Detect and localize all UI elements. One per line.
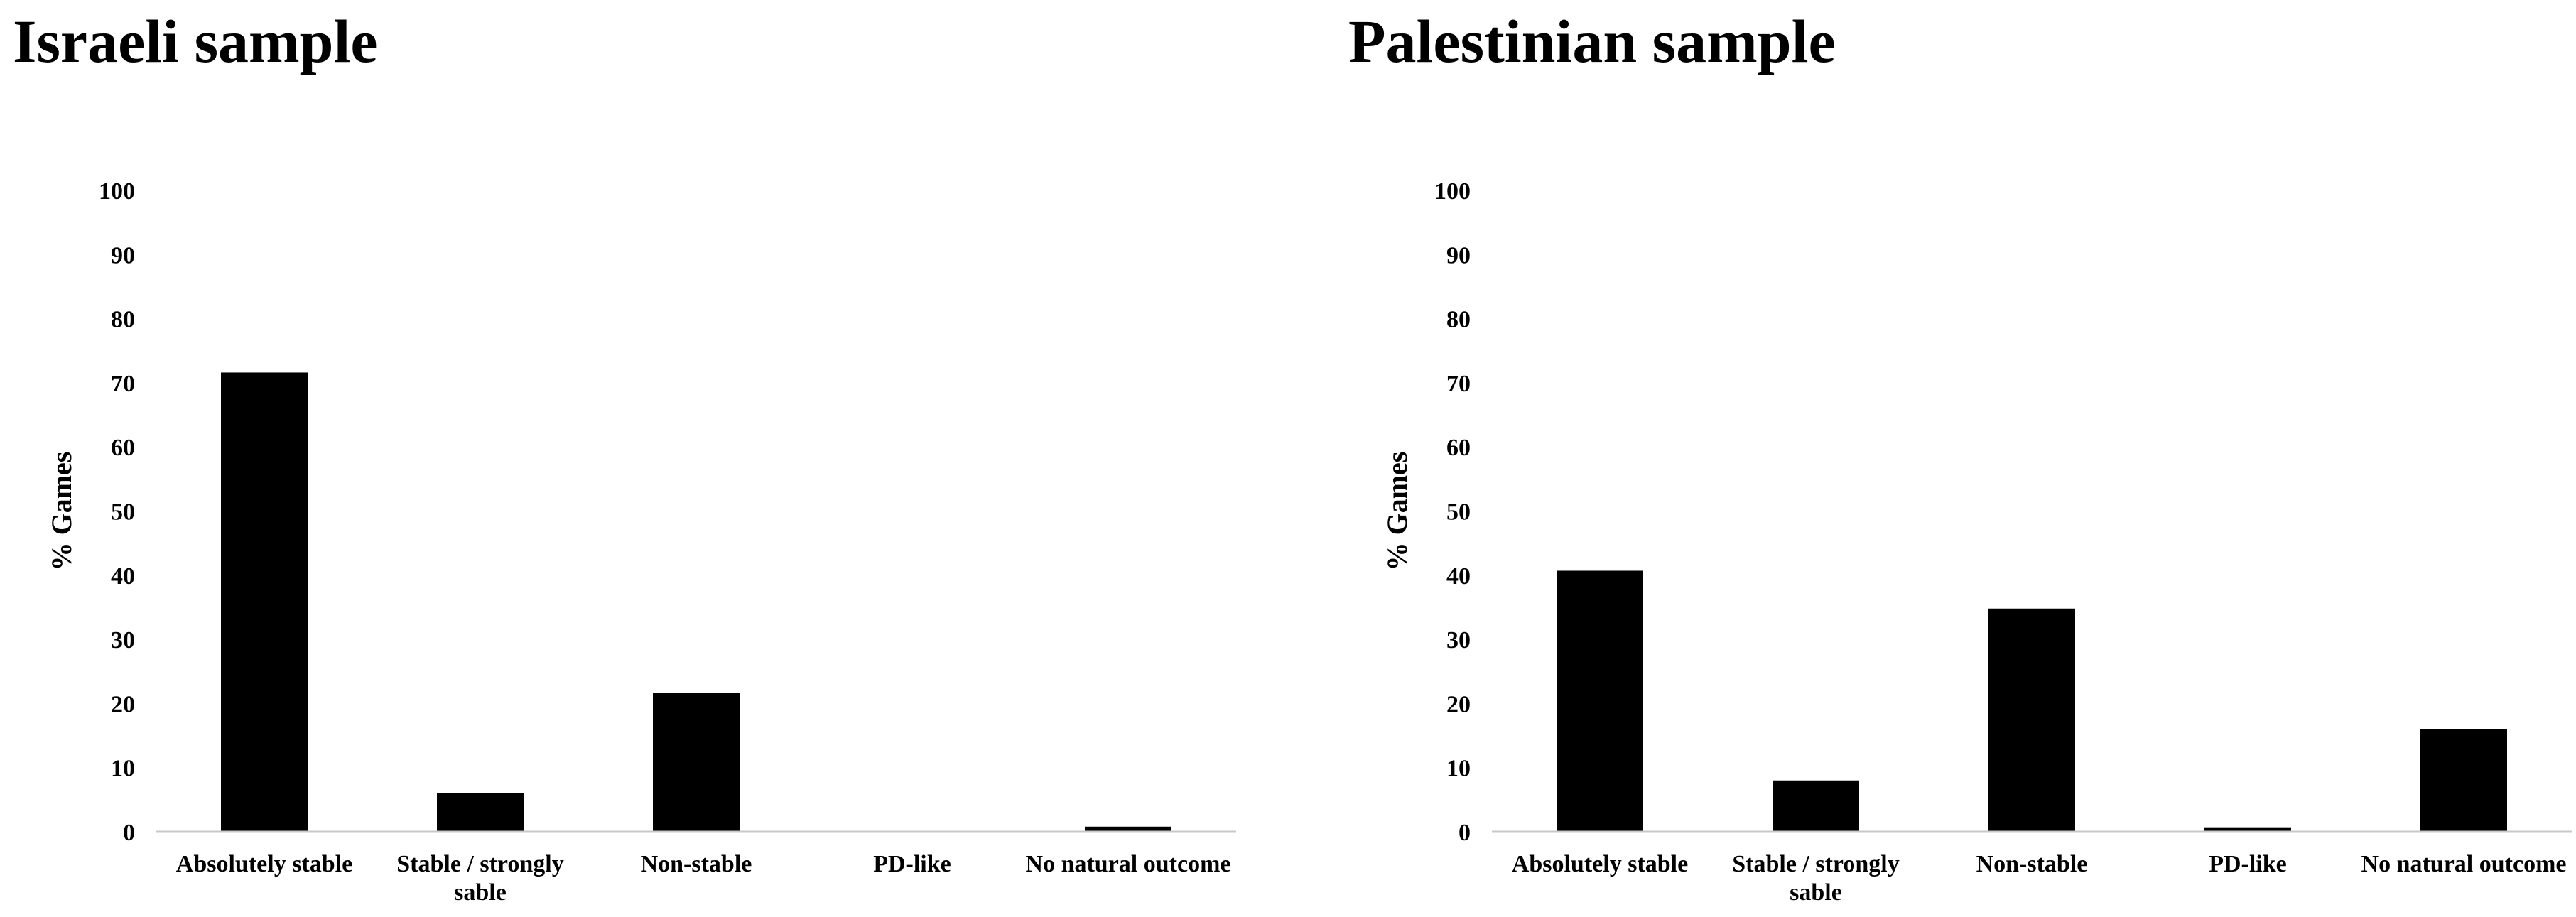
bar [1085,826,1171,832]
y-tick-label: 20 [111,691,135,717]
x-category-label: Non-stable [641,851,752,877]
y-tick-label: 80 [111,307,135,333]
y-tick-label: 0 [1459,820,1471,846]
x-category-label: Stable / strongly sable [396,851,564,906]
y-tick-label: 90 [111,242,135,268]
israeli-chart-panel: Israeli sample % Games 0 10 20 30 40 50 60 70 80 9… [13,7,1236,906]
y-tick-label: 100 [1434,178,1471,205]
x-category-label: No natural outcome [2361,851,2567,877]
y-tick-label: 40 [111,563,135,590]
x-category-label: PD-like [873,851,951,877]
y-tick-label: 70 [111,371,135,397]
israeli-bar-chart: % Games 0 10 20 30 40 50 60 70 80 90 100 Absolutely … [45,178,1236,906]
bar [653,693,740,832]
x-category-label: Stable / strongly sable [1732,851,1900,906]
y-tick-label: 10 [111,756,135,782]
bar [1773,780,1859,832]
chart-title: Palestinian sample [1348,7,1836,75]
bar [221,372,308,832]
palestinian-chart-panel: Palestinian sample % Games 0 10 20 30 40 50 60 7… [1336,0,2576,917]
y-tick-label: 10 [1446,756,1471,782]
x-category-label: Non-stable [1976,851,2088,877]
chart-title: Israeli sample [13,7,378,75]
y-tick-label: 60 [111,435,135,461]
x-category-label: Absolutely stable [176,851,352,877]
y-tick-label: 30 [111,627,135,653]
x-category-label: Absolutely stable [1512,851,1688,877]
y-axis-title: % Games [45,452,77,571]
y-tick-label: 40 [1446,563,1471,590]
y-tick-label: 90 [1446,242,1471,268]
y-tick-label: 100 [99,178,135,205]
y-tick-label: 50 [111,499,135,526]
palestinian-bar-chart: % Games 0 10 20 30 40 50 60 70 80 90 100 Absolutely … [1381,178,2572,906]
y-tick-label: 50 [1446,499,1471,526]
y-axis-title: % Games [1381,452,1413,571]
bar [2204,827,2291,832]
y-tick-label: 30 [1446,627,1471,653]
y-tick-label: 70 [1446,371,1471,397]
y-tick-label: 20 [1446,691,1471,717]
bar [1988,608,2075,832]
bar [2420,729,2507,832]
y-tick-label: 80 [1446,307,1471,333]
bar [1557,570,1643,832]
x-category-label: PD-like [2209,851,2287,877]
bar [437,793,524,832]
x-category-label: No natural outcome [1026,851,1231,877]
y-tick-label: 0 [123,820,135,846]
y-tick-label: 60 [1446,435,1471,461]
